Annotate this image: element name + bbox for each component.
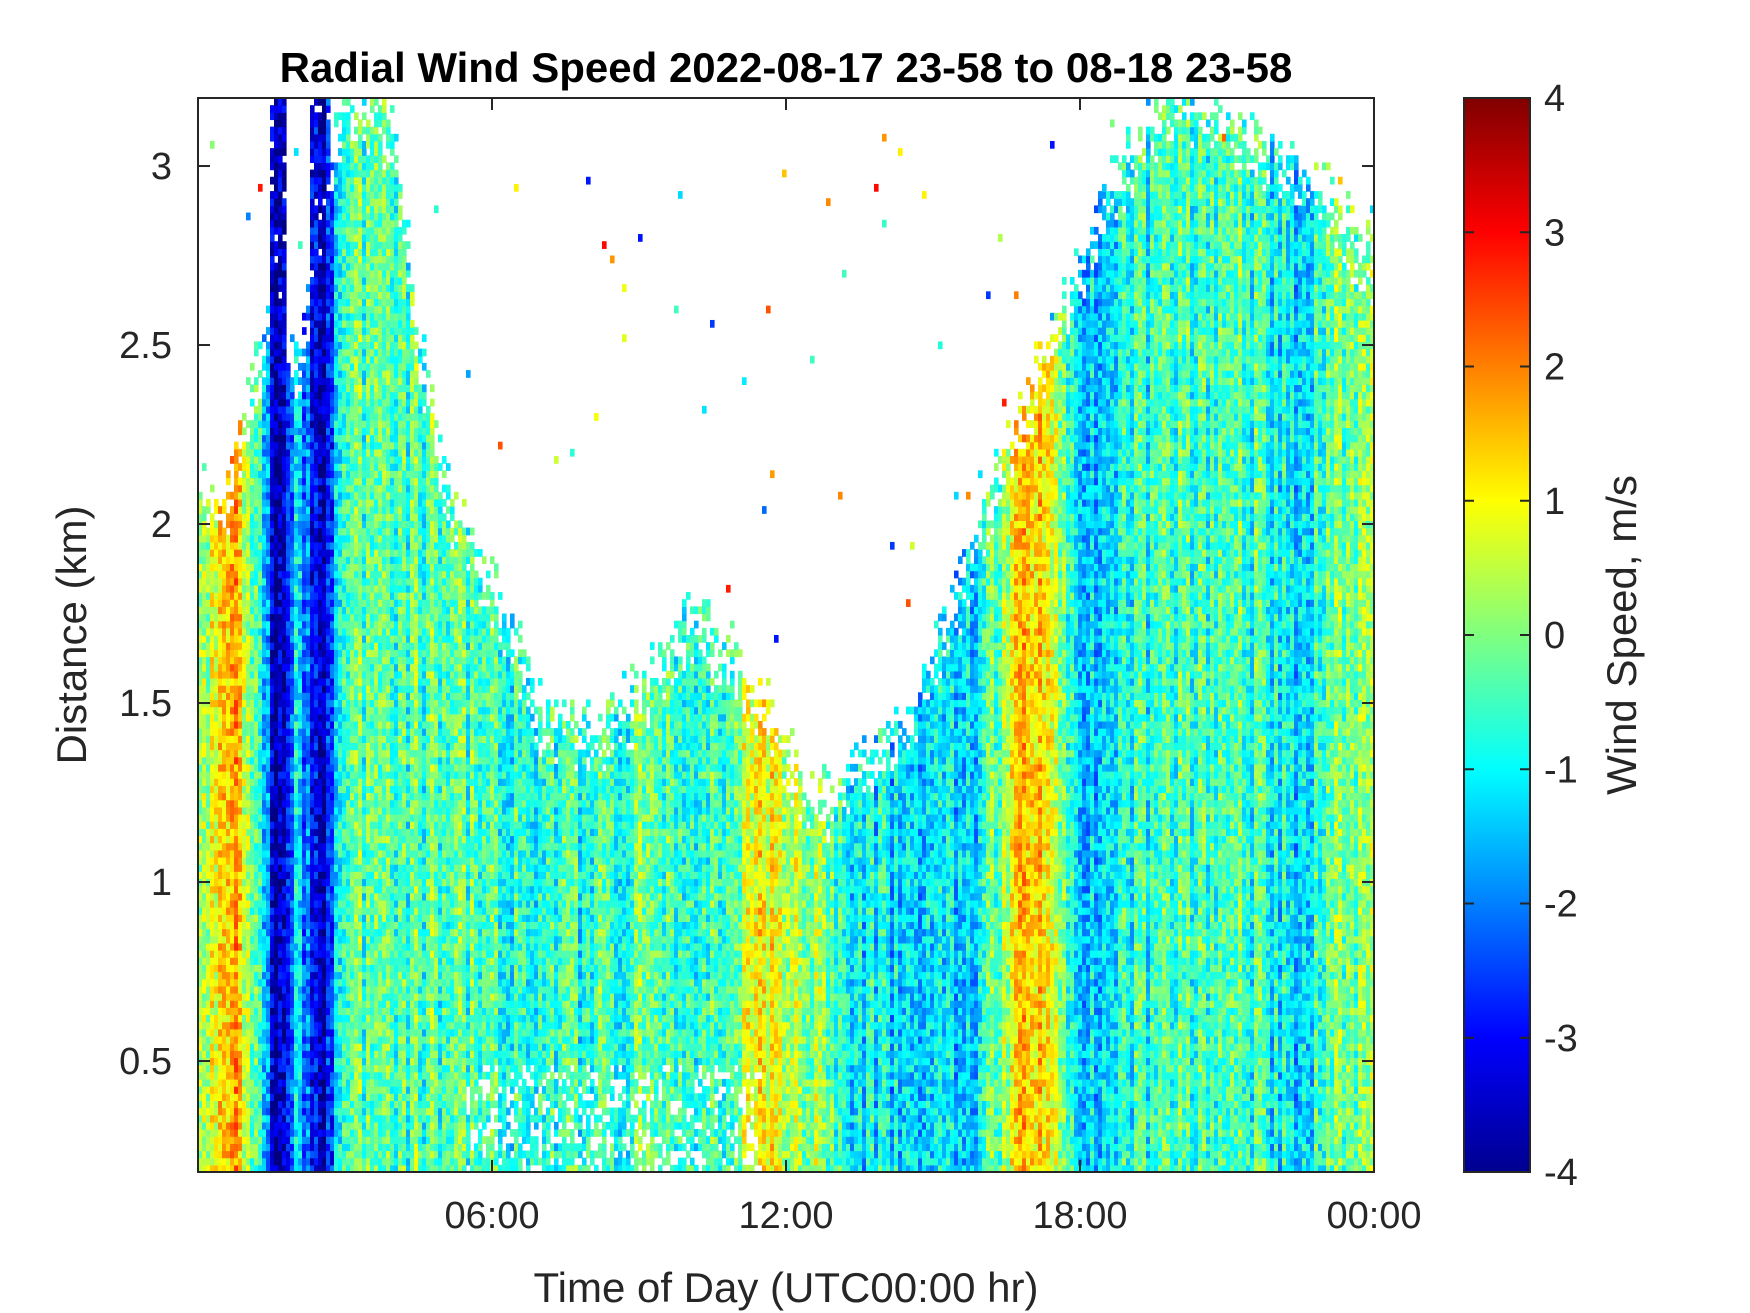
y-tick-label: 3: [151, 146, 172, 188]
colorbar-tick-label: 2: [1544, 347, 1565, 389]
colorbar-tick-label: 3: [1544, 212, 1565, 254]
colorbar: [1463, 97, 1531, 1173]
y-axis-ticks: 0.5 1 1.5 2 2.5 3: [119, 146, 1374, 1083]
chart-title: Radial Wind Speed 2022-08-17 23-58 to 08…: [280, 44, 1293, 91]
y-tick-label: 1.5: [119, 683, 172, 725]
x-tick-label: 18:00: [1032, 1195, 1127, 1237]
colorbar-ticks: 4 3 2 1 0 -1 -2 -3 -4: [1464, 78, 1578, 1194]
heatmap-cells: [198, 98, 1374, 1172]
colorbar-tick-label: -3: [1544, 1018, 1578, 1060]
y-tick-label: 2: [151, 504, 172, 546]
colorbar-tick-label: 0: [1544, 615, 1565, 657]
y-tick-label: 1: [151, 862, 172, 904]
y-tick-label: 0.5: [119, 1041, 172, 1083]
x-tick-label: 12:00: [738, 1195, 833, 1237]
colorbar-tick-label: 4: [1544, 78, 1565, 120]
y-axis-label: Distance (km): [48, 505, 95, 764]
x-axis-ticks: 06:00 12:00 18:00 00:00: [444, 98, 1422, 1237]
x-tick-label: 06:00: [444, 1195, 539, 1237]
colorbar-tick-label: -2: [1544, 884, 1578, 926]
y-tick-label: 2.5: [119, 325, 172, 367]
colorbar-label: Wind Speed, m/s: [1598, 475, 1645, 795]
colorbar-tick-label: -1: [1544, 749, 1578, 791]
x-axis-label: Time of Day (UTC00:00 hr): [534, 1264, 1039, 1311]
colorbar-tick-label: 1: [1544, 481, 1565, 523]
x-tick-label: 00:00: [1326, 1195, 1421, 1237]
colorbar-tick-label: -4: [1544, 1152, 1578, 1194]
